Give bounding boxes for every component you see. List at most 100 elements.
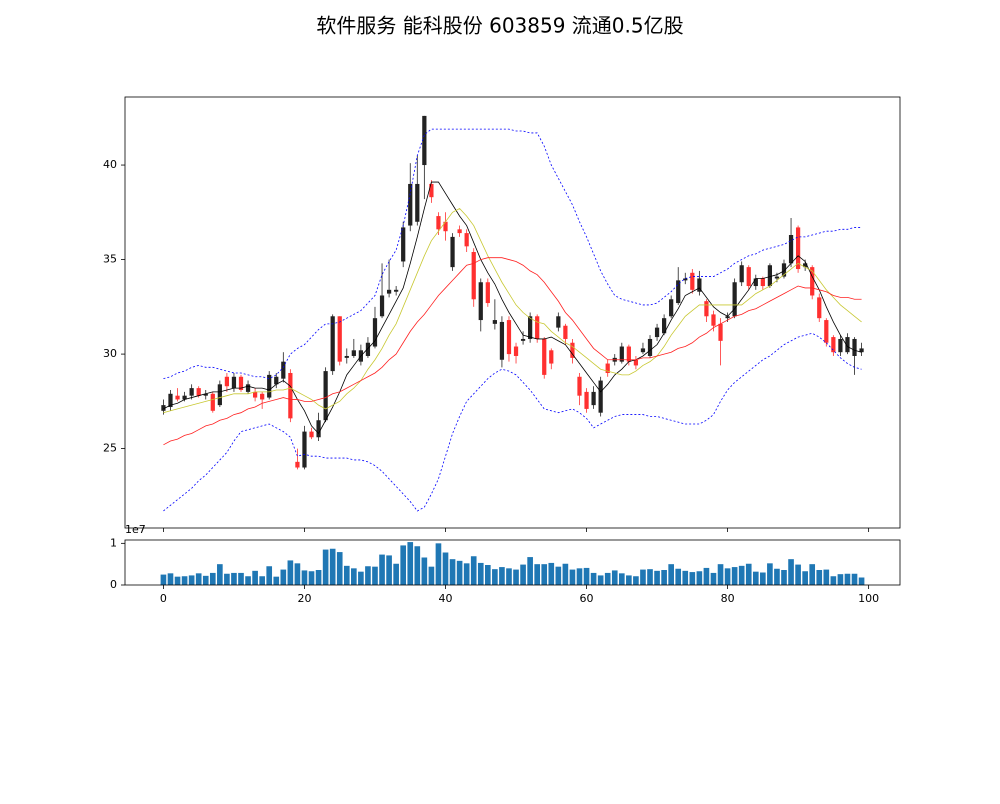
- y-tick-label: 0: [110, 578, 117, 591]
- volume-bar: [442, 552, 449, 585]
- candle-body: [422, 115, 427, 166]
- candle-body: [330, 316, 335, 372]
- volume-bar: [407, 542, 414, 585]
- volume-bar: [499, 567, 505, 585]
- candle-body: [697, 278, 702, 292]
- volume-bar: [837, 574, 844, 585]
- candle-body: [556, 316, 561, 328]
- y-tick-label: 35: [103, 253, 117, 266]
- ma-line: [163, 181, 862, 435]
- candle-body: [795, 227, 801, 270]
- candle-body: [732, 282, 737, 317]
- candle-body: [690, 272, 695, 290]
- candle-body: [231, 376, 237, 389]
- candle-body: [739, 265, 744, 283]
- candle-body: [337, 316, 342, 362]
- volume-bar: [774, 568, 780, 585]
- volume-bar: [611, 570, 618, 585]
- candle-body: [492, 320, 497, 324]
- volume-bar: [675, 568, 682, 585]
- volume-bar: [506, 568, 512, 585]
- volume-bar: [456, 560, 463, 585]
- candle-body: [838, 338, 843, 353]
- volume-bar: [590, 572, 597, 585]
- volume-bar: [520, 564, 526, 585]
- volume-bar: [343, 565, 350, 585]
- candle-body: [295, 461, 300, 468]
- volume-bar: [710, 572, 717, 585]
- x-tick-label: 0: [160, 592, 167, 605]
- volume-bar: [816, 570, 823, 585]
- band-line: [163, 128, 862, 380]
- volume-bar: [245, 576, 251, 585]
- candle-body: [669, 299, 674, 317]
- candle-body: [535, 316, 540, 339]
- volume-bar: [379, 554, 385, 585]
- volume-bar: [682, 570, 689, 585]
- volume-bar: [647, 569, 653, 585]
- y-tick-label: 30: [103, 347, 117, 360]
- candle-body: [746, 267, 751, 287]
- candle-body: [542, 338, 547, 375]
- candle-body: [619, 346, 624, 362]
- candle-body: [810, 267, 815, 296]
- volume-bar: [160, 574, 167, 585]
- candle-body: [570, 342, 575, 358]
- candle-body: [267, 374, 272, 398]
- volume-bar: [626, 575, 632, 585]
- candle-body: [633, 359, 639, 366]
- volume-bar: [555, 566, 562, 585]
- candle-body: [513, 346, 519, 356]
- volume-bar: [273, 576, 280, 585]
- candle-body: [408, 183, 413, 226]
- volume-bar: [301, 570, 308, 585]
- candle-body: [281, 361, 286, 379]
- candle-body: [824, 320, 829, 343]
- volume-bar: [724, 568, 731, 585]
- volume-bar: [548, 562, 555, 585]
- volume-bar: [252, 570, 258, 585]
- volume-bar: [802, 571, 808, 585]
- candle-body: [605, 363, 610, 373]
- candle-body: [591, 391, 596, 406]
- volume-bar: [351, 568, 357, 585]
- candle-body: [577, 376, 582, 396]
- volume-bar: [449, 559, 456, 585]
- volume-bar: [329, 548, 336, 585]
- candle-body: [781, 263, 787, 277]
- candle-body: [471, 252, 476, 300]
- candle-body: [626, 346, 631, 362]
- volume-bar: [358, 571, 364, 585]
- volume-bar: [477, 562, 484, 585]
- candle-body: [429, 183, 434, 198]
- candle-body: [774, 276, 780, 279]
- candle-body: [175, 395, 180, 400]
- candle-body: [859, 348, 864, 353]
- volume-bar: [209, 572, 216, 585]
- candle-body: [767, 265, 773, 287]
- candle-body: [506, 320, 512, 355]
- candle-body: [478, 282, 483, 321]
- candle-body: [647, 338, 653, 356]
- candle-body: [661, 318, 667, 334]
- volume-bar: [280, 569, 287, 585]
- candle-body: [182, 395, 187, 400]
- volume-bar: [752, 571, 759, 585]
- candle-body: [168, 393, 173, 408]
- volume-bar: [851, 573, 858, 585]
- candle-body: [584, 391, 589, 409]
- candle-body: [274, 376, 279, 385]
- volume-bar: [788, 559, 794, 585]
- candle-body: [549, 350, 554, 364]
- candle-body: [450, 236, 455, 268]
- candle-body: [788, 234, 794, 264]
- x-tick-label: 40: [439, 592, 453, 605]
- candle-body: [252, 391, 258, 398]
- chart-title: 软件服务 能科股份 603859 流通0.5亿股: [316, 14, 683, 38]
- volume-bar: [393, 563, 399, 585]
- volume-bar: [322, 549, 329, 585]
- ma-line: [163, 257, 862, 446]
- candle-body: [203, 393, 208, 396]
- candle-body: [817, 297, 822, 319]
- candle-body: [161, 405, 166, 411]
